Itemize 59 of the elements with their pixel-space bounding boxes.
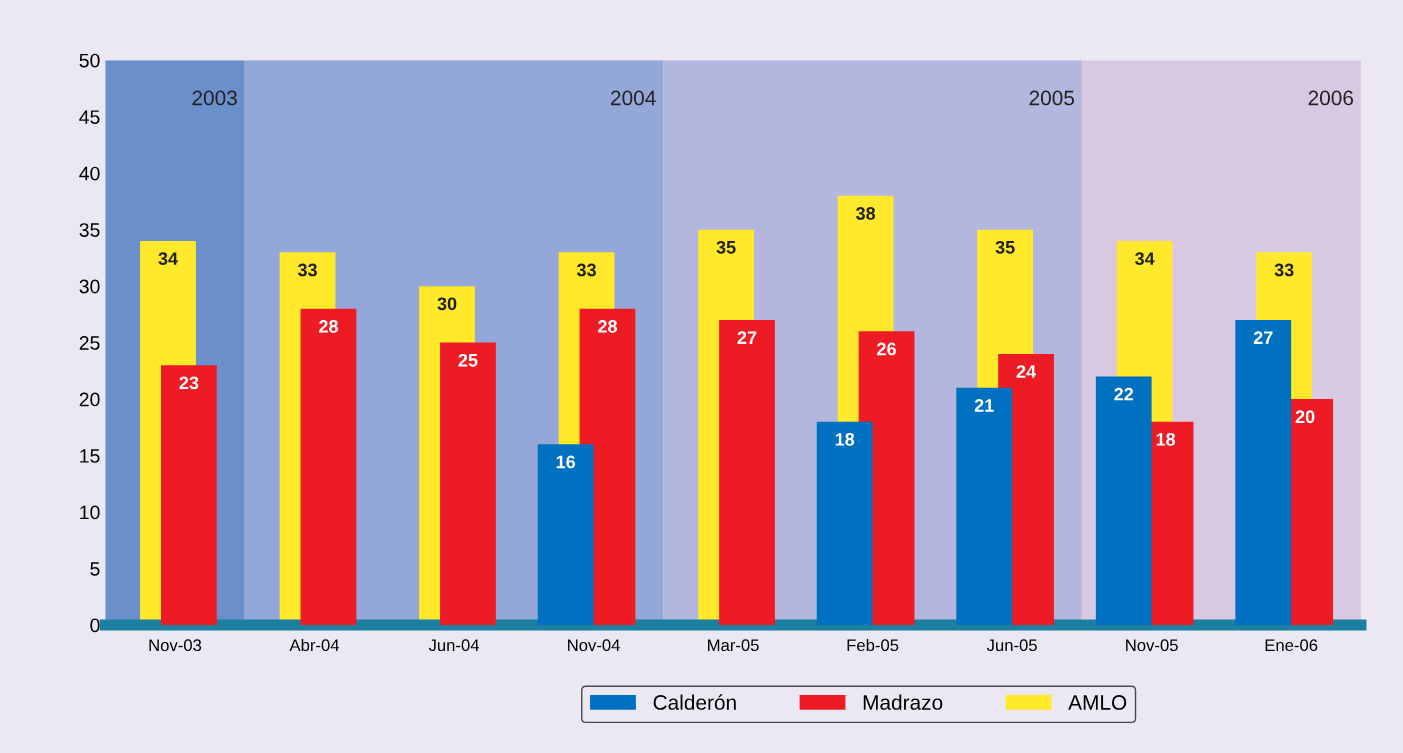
bar — [956, 387, 1013, 625]
y-tick-label: 35 — [79, 223, 100, 237]
data-label: 33 — [297, 263, 317, 277]
data-label: 33 — [576, 263, 596, 277]
y-tick-label: 5 — [90, 562, 100, 576]
band-label: 2003 — [192, 90, 237, 106]
bar — [161, 365, 217, 625]
data-label: 20 — [1295, 410, 1315, 424]
band-label: 2006 — [1308, 90, 1354, 106]
bar — [537, 444, 594, 625]
data-label: 26 — [877, 342, 896, 356]
legend-label: Madrazo — [863, 694, 943, 710]
legend-label: Calderón — [653, 694, 736, 710]
data-label: 30 — [437, 297, 457, 311]
data-label: 27 — [1253, 331, 1273, 344]
legend-label: AMLO — [1068, 695, 1127, 710]
data-label: 18 — [835, 432, 855, 446]
bar — [1095, 376, 1152, 625]
bar — [300, 308, 357, 625]
data-label: 25 — [458, 353, 478, 367]
y-tick-label: 45 — [79, 110, 100, 124]
data-label: 34 — [1135, 252, 1155, 266]
data-label: 34 — [158, 252, 178, 266]
y-tick-label: 25 — [79, 336, 100, 350]
x-tick-label: Nov-05 — [1126, 639, 1178, 652]
data-label: 28 — [598, 319, 617, 333]
bar — [816, 421, 873, 625]
x-tick-label: Jun-04 — [428, 639, 480, 652]
x-tick-label: Mar-05 — [708, 639, 759, 652]
data-label: 23 — [179, 376, 199, 390]
data-label: 24 — [1016, 365, 1037, 378]
x-tick-label: Nov-03 — [149, 639, 202, 652]
data-label: 21 — [974, 399, 994, 412]
data-label: 22 — [1114, 387, 1134, 401]
y-tick-label: 50 — [79, 53, 100, 68]
x-tick-label: Ene-06 — [1265, 639, 1318, 652]
data-label: 27 — [737, 331, 757, 344]
y-tick-label: 10 — [80, 505, 100, 520]
data-label: 16 — [556, 455, 576, 469]
x-tick-label: Nov-04 — [568, 639, 620, 652]
band-label: 2005 — [1029, 90, 1075, 106]
y-tick-label: 20 — [79, 392, 100, 407]
y-tick-label: 40 — [79, 166, 100, 181]
bar — [1235, 320, 1292, 625]
data-label: 28 — [319, 319, 338, 333]
band-label: 2004 — [611, 90, 656, 106]
bar — [440, 342, 496, 625]
y-tick-label: 0 — [90, 618, 100, 633]
y-tick-label: 15 — [80, 449, 100, 463]
data-label: 33 — [1274, 263, 1294, 277]
data-label: 38 — [855, 207, 876, 220]
x-tick-label: Feb-05 — [847, 638, 899, 652]
data-label: 35 — [716, 240, 736, 254]
y-tick-label: 30 — [79, 279, 100, 294]
x-tick-label: Abr-04 — [289, 638, 340, 652]
data-label: 18 — [1156, 432, 1176, 446]
data-label: 35 — [995, 240, 1015, 254]
x-tick-label: Jun-05 — [986, 639, 1037, 652]
bar — [719, 320, 775, 625]
